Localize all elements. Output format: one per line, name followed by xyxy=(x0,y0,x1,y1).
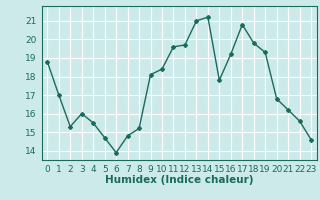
X-axis label: Humidex (Indice chaleur): Humidex (Indice chaleur) xyxy=(105,175,253,185)
